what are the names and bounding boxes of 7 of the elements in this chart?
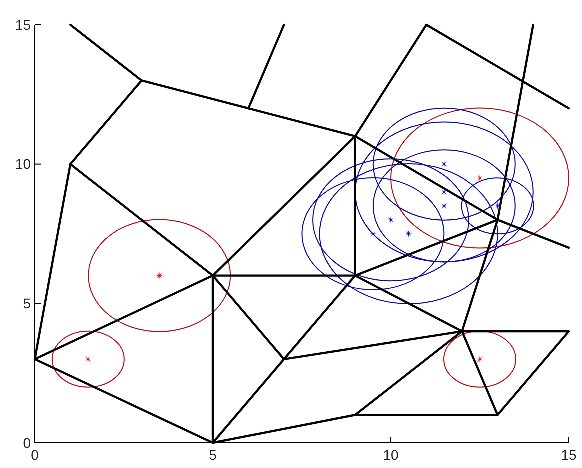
x-tick-label: 15 [561,447,577,463]
y-tick-label: 15 [15,16,32,33]
x-tick-label: 5 [209,447,218,463]
y-tick-label: 5 [23,296,32,312]
y-tick-label: 10 [15,156,32,172]
y-tick-label: 0 [23,434,32,451]
x-tick-label: 10 [383,447,399,463]
